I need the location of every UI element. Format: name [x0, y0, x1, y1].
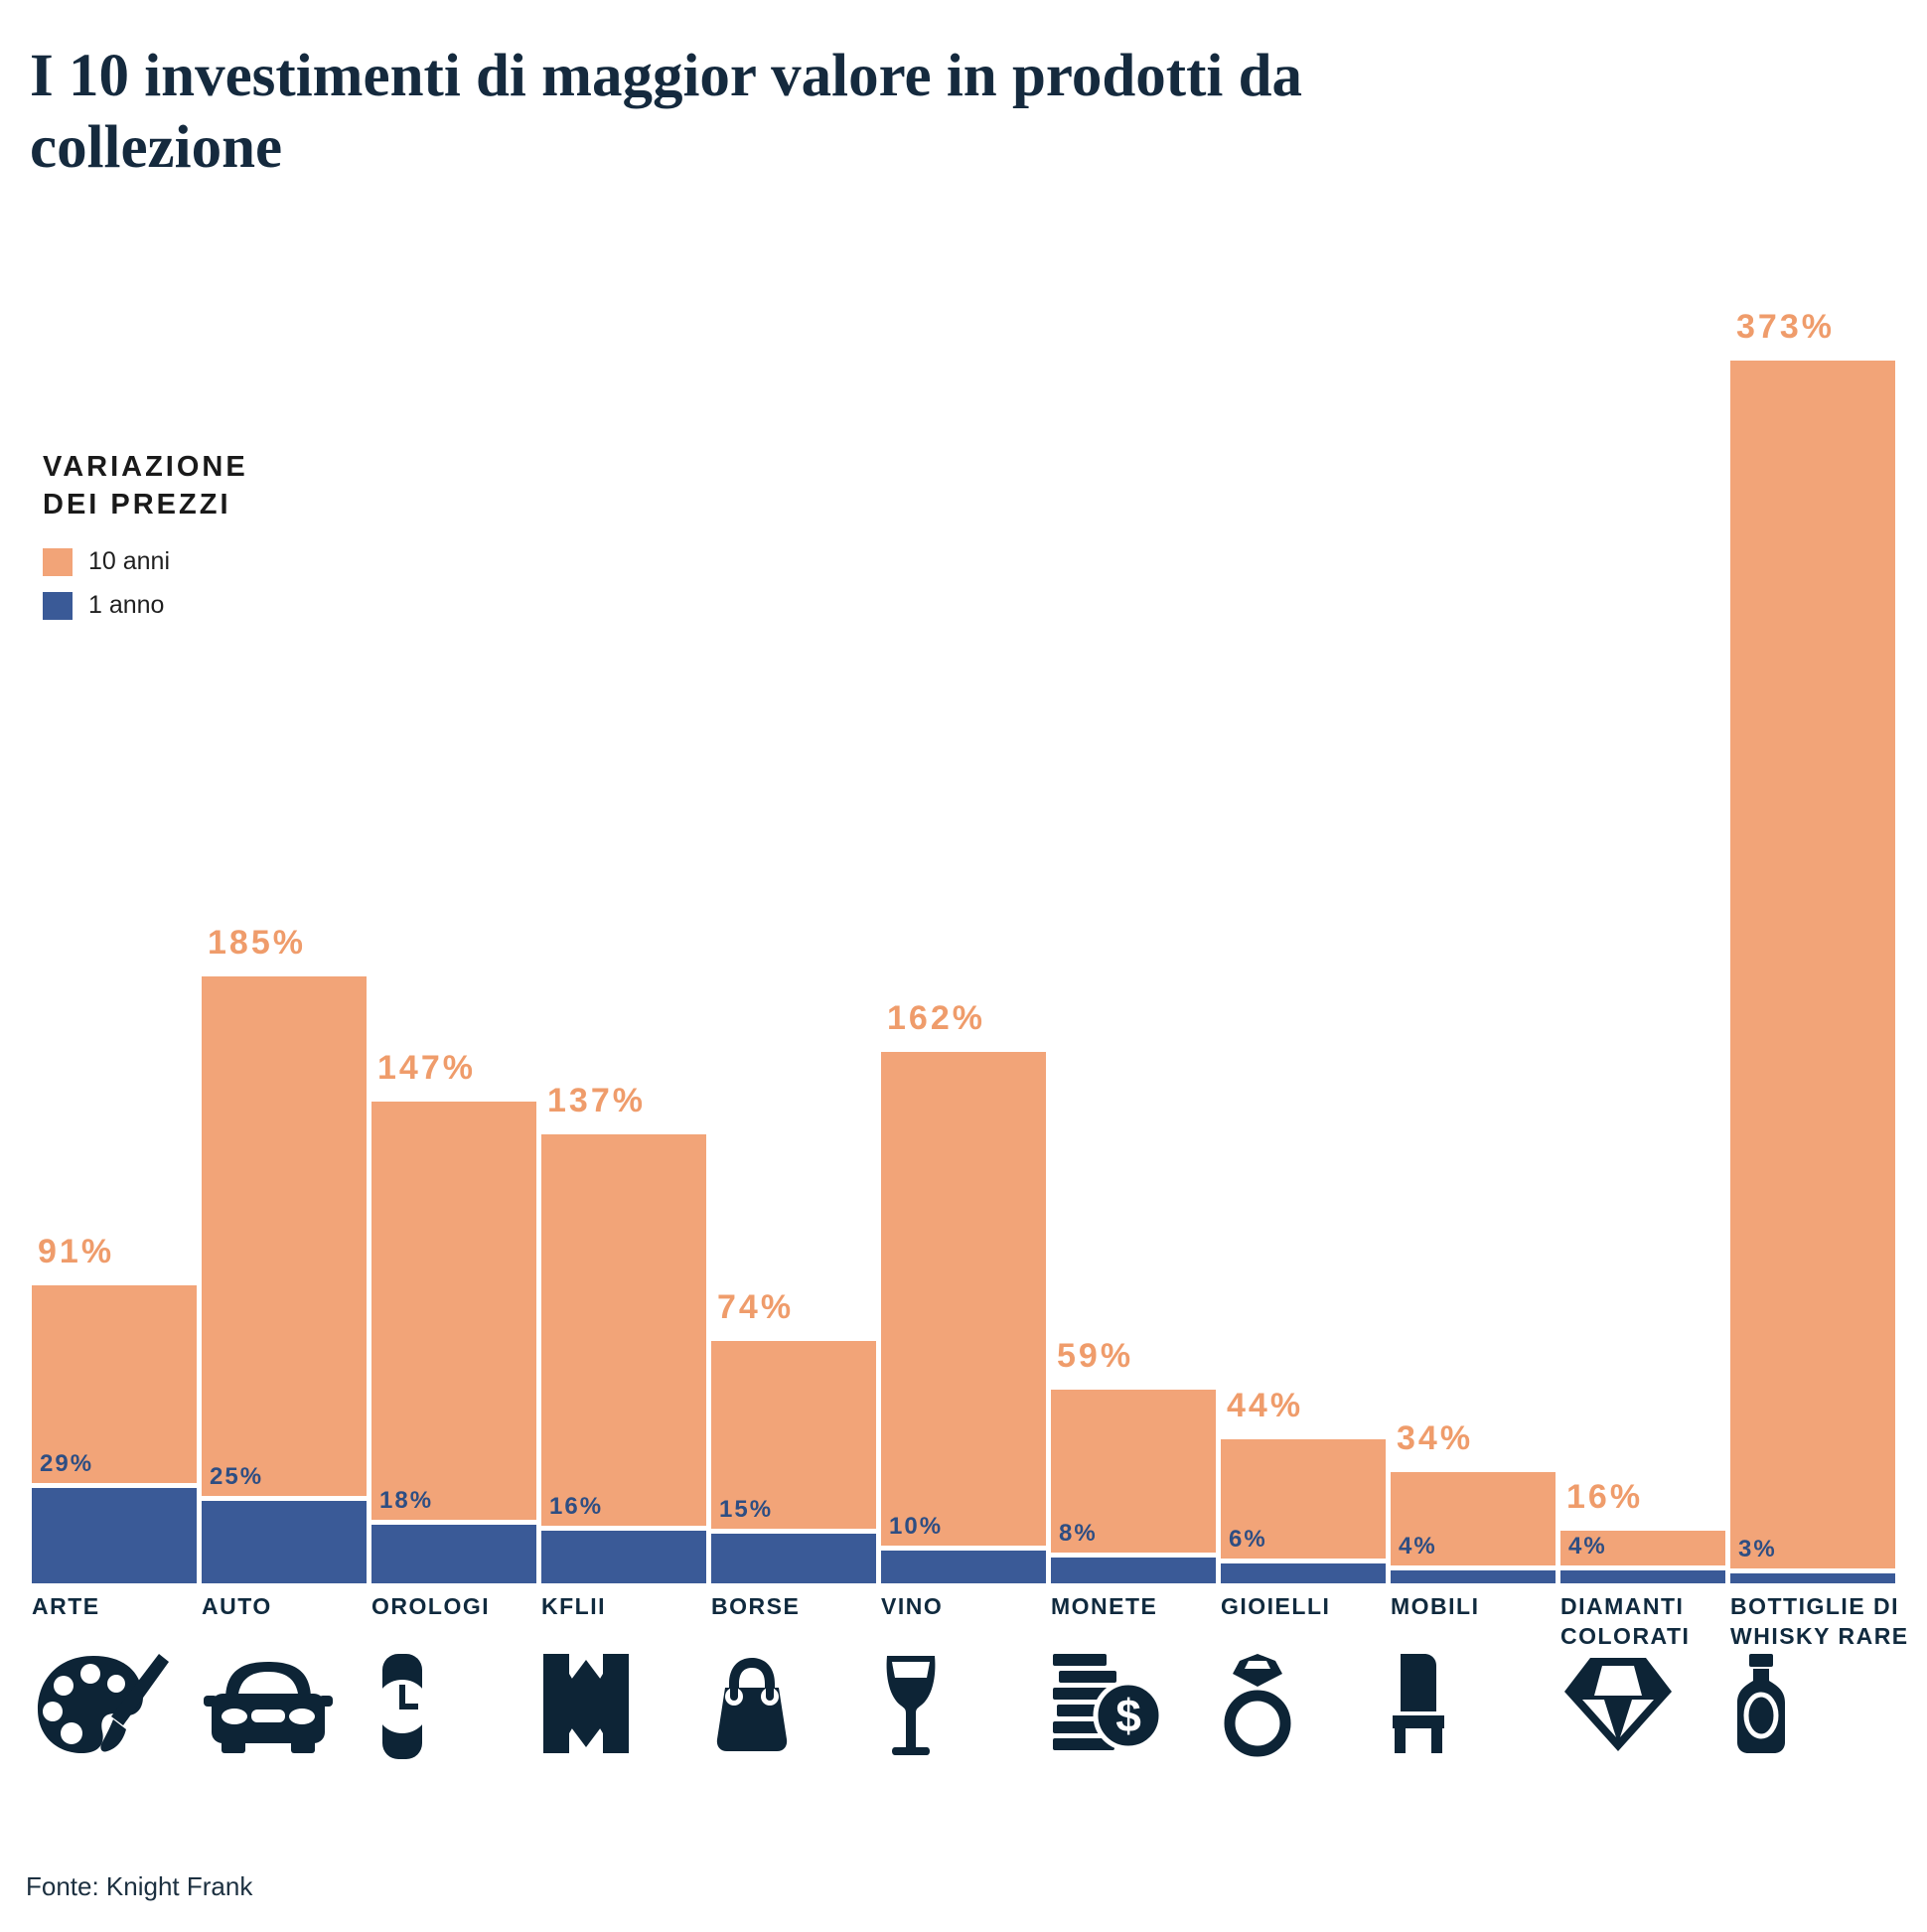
- bar-1-anno: [371, 1525, 536, 1583]
- value-label-1-anno: 4%: [1399, 1533, 1437, 1560]
- bar-10-anni: [881, 1052, 1046, 1583]
- value-label-1-anno: 10%: [889, 1513, 944, 1540]
- palette-icon: [34, 1654, 171, 1755]
- bar-1-anno: [711, 1534, 876, 1583]
- legend-title-line1: VARIAZIONE: [43, 451, 248, 483]
- bar-10-anni: [1051, 1390, 1216, 1583]
- value-label-10-anni: 373%: [1736, 308, 1835, 346]
- bar-1-anno: [1560, 1570, 1725, 1583]
- value-label-1-anno: 15%: [719, 1496, 774, 1523]
- category-label-monete: MONETE: [1051, 1593, 1158, 1619]
- chair-icon: [1393, 1654, 1444, 1755]
- value-label-10-anni: 59%: [1057, 1337, 1134, 1375]
- bar-1-anno: [541, 1531, 706, 1583]
- category-label-arte: ARTE: [32, 1593, 100, 1619]
- bar-10-anni: [1221, 1439, 1386, 1583]
- svg-text:$: $: [1115, 1690, 1141, 1741]
- legend-title-line2: DEI PREZZI: [43, 488, 231, 520]
- value-label-1-anno: 16%: [549, 1493, 604, 1520]
- value-label-1-anno: 25%: [210, 1463, 264, 1490]
- bar-10-anni: [202, 976, 367, 1583]
- category-label-bottiglie-di-whisky-rare: BOTTIGLIE DI WHISKY RARE: [1730, 1593, 1909, 1649]
- bar-1-anno: [1051, 1558, 1216, 1583]
- price-variation-legend: VARIAZIONE DEI PREZZI 10 anni 1 anno: [43, 449, 248, 620]
- category-label-auto: AUTO: [202, 1593, 272, 1619]
- value-label-10-anni: 34%: [1397, 1419, 1474, 1457]
- category-label-orologi: OROLOGI: [371, 1593, 491, 1619]
- value-label-10-anni: 137%: [547, 1082, 646, 1119]
- bar-10-anni: [1730, 361, 1895, 1583]
- value-label-10-anni: 44%: [1227, 1387, 1304, 1424]
- kflii-logo-icon: [543, 1654, 629, 1755]
- bar-1-anno: [32, 1488, 197, 1583]
- legend-item-10-anni: 10 anni: [43, 547, 248, 576]
- diamond-icon: [1562, 1654, 1674, 1755]
- page-title: I 10 investimenti di maggior valore in p…: [30, 42, 1303, 181]
- category-label-kflii: KFLII: [541, 1593, 606, 1619]
- whisky-bottle-icon: [1732, 1654, 1790, 1755]
- bar-10-anni: [541, 1134, 706, 1583]
- ring-icon: [1223, 1654, 1292, 1757]
- coins-icon: $: [1053, 1654, 1162, 1755]
- bar-10-anni: [1391, 1472, 1556, 1583]
- bar-1-anno: [1391, 1570, 1556, 1583]
- legend-title: VARIAZIONE DEI PREZZI: [43, 449, 248, 523]
- legend-swatch-10-anni: [43, 547, 73, 576]
- source-note: Fonte: Knight Frank: [26, 1871, 253, 1901]
- handbag-icon: [713, 1654, 791, 1755]
- value-label-10-anni: 185%: [208, 924, 306, 962]
- category-label-borse: BORSE: [711, 1593, 801, 1619]
- value-label-1-anno: 6%: [1229, 1526, 1267, 1553]
- category-label-mobili: MOBILI: [1391, 1593, 1480, 1619]
- bar-10-anni: [371, 1102, 536, 1583]
- value-label-1-anno: 8%: [1059, 1520, 1098, 1547]
- value-label-10-anni: 162%: [887, 999, 985, 1037]
- wine-glass-icon: [883, 1654, 939, 1755]
- value-label-1-anno: 4%: [1568, 1533, 1607, 1560]
- bar-1-anno: [202, 1501, 367, 1583]
- value-label-1-anno: 29%: [40, 1450, 94, 1477]
- value-label-10-anni: 91%: [38, 1233, 115, 1270]
- legend-swatch-1-anno: [43, 591, 73, 620]
- value-label-10-anni: 147%: [377, 1049, 476, 1087]
- bar-1-anno: [1730, 1573, 1895, 1583]
- watch-icon: [373, 1654, 431, 1759]
- category-label-gioielli: GIOIELLI: [1221, 1593, 1331, 1619]
- legend-label-10-anni: 10 anni: [88, 547, 171, 576]
- value-label-10-anni: 74%: [717, 1288, 795, 1326]
- legend-item-1-anno: 1 anno: [43, 591, 248, 620]
- bar-1-anno: [881, 1551, 1046, 1583]
- value-label-1-anno: 3%: [1738, 1536, 1777, 1562]
- legend-label-1-anno: 1 anno: [88, 591, 165, 620]
- category-label-diamanti-colorati: DIAMANTI COLORATI: [1560, 1593, 1691, 1649]
- value-label-10-anni: 16%: [1566, 1478, 1644, 1516]
- car-icon: [204, 1654, 333, 1755]
- bar-1-anno: [1221, 1563, 1386, 1583]
- category-label-vino: VINO: [881, 1593, 944, 1619]
- value-label-1-anno: 18%: [379, 1487, 434, 1514]
